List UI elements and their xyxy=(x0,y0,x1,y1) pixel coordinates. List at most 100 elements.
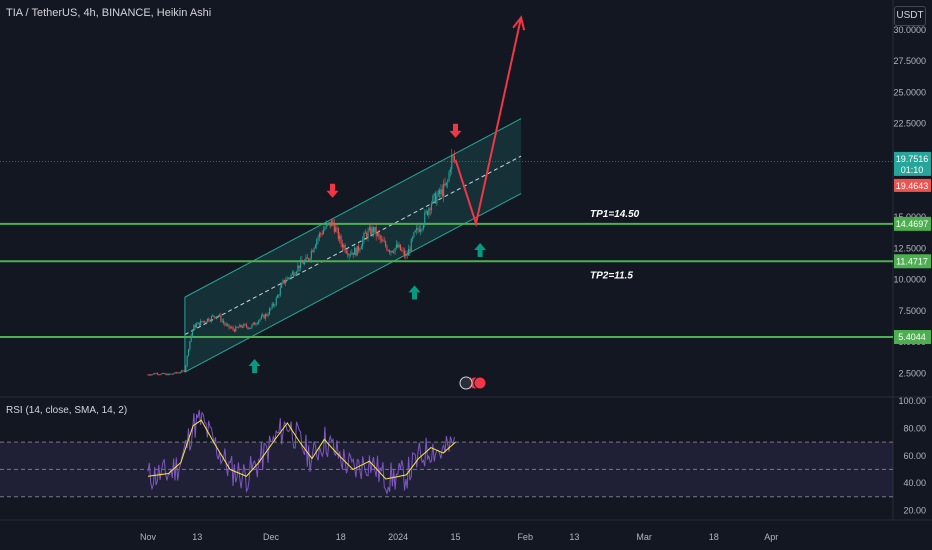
candle-body xyxy=(241,326,244,328)
candle-body xyxy=(229,327,231,329)
candle-body xyxy=(372,227,374,233)
candle-body xyxy=(405,254,407,257)
price-tick-label: 2.5000 xyxy=(898,368,926,378)
candle-body xyxy=(440,189,442,195)
candle-body xyxy=(308,258,310,261)
price-tick-label: 25.0000 xyxy=(893,87,926,97)
price-tick-label: 12.5000 xyxy=(893,243,926,253)
candle-body xyxy=(324,228,326,230)
candle-body xyxy=(239,324,241,328)
candle-body xyxy=(417,227,419,230)
candle-body xyxy=(236,326,238,328)
candle-body xyxy=(314,245,316,249)
candle-body xyxy=(186,355,188,366)
time-tick-label: 13 xyxy=(569,532,579,542)
candle-body xyxy=(274,304,276,306)
time-tick-label: Apr xyxy=(764,532,778,542)
candle-body xyxy=(345,251,347,254)
candle-body xyxy=(273,303,275,306)
candle-body xyxy=(437,190,439,196)
candle-body xyxy=(375,227,377,236)
candle-body xyxy=(263,314,265,319)
candle-body xyxy=(251,324,253,328)
candle-body xyxy=(412,237,414,239)
candle-body xyxy=(351,252,353,255)
candle-body xyxy=(340,235,342,244)
candle-body xyxy=(204,321,206,323)
level-price-label: 14.4697 xyxy=(896,219,929,229)
candle-body xyxy=(358,246,360,251)
price-tick-label: 30.0000 xyxy=(893,25,926,35)
candle-body xyxy=(154,373,156,375)
up-arrow-icon xyxy=(248,359,261,374)
candle-body xyxy=(232,327,234,330)
candle-body xyxy=(441,189,443,197)
candle-body xyxy=(387,250,389,252)
countdown-label: 01:10 xyxy=(901,165,924,175)
candle-body xyxy=(198,322,200,326)
candle-body xyxy=(406,254,408,256)
candle-body xyxy=(193,324,195,330)
candle-body xyxy=(403,250,406,257)
candle-body xyxy=(290,274,292,278)
candle-body xyxy=(327,223,329,225)
candle-body xyxy=(390,250,392,253)
candle-body xyxy=(200,320,202,326)
time-tick-label: Feb xyxy=(517,532,533,542)
candle-body xyxy=(428,208,430,216)
candle-body xyxy=(267,314,269,316)
candle-body xyxy=(362,239,364,247)
candle-body xyxy=(256,323,258,325)
candle-body xyxy=(402,250,404,252)
candle-body xyxy=(275,297,277,305)
candle-body xyxy=(279,287,281,296)
candle-body xyxy=(420,229,422,232)
candle-body xyxy=(398,244,400,248)
time-tick-label: 18 xyxy=(709,532,719,542)
candle-body xyxy=(202,321,204,323)
candle-body xyxy=(217,315,219,317)
candle-body xyxy=(433,193,435,196)
level-price-label: 5.4044 xyxy=(898,332,926,342)
candle-body xyxy=(228,324,230,328)
candle-body xyxy=(355,247,357,256)
candle-body xyxy=(310,250,312,259)
candle-body xyxy=(383,241,385,243)
level-price-tag xyxy=(894,330,931,345)
rsi-tick-label: 80.00 xyxy=(903,423,926,433)
candle-body xyxy=(291,272,293,275)
candle-body xyxy=(252,322,254,325)
candle-body xyxy=(343,245,345,248)
candle-body xyxy=(332,220,334,224)
candle-body xyxy=(421,228,423,230)
candle-body xyxy=(278,295,280,297)
candle-body xyxy=(147,374,149,376)
candle-body xyxy=(347,253,349,256)
candle-body xyxy=(258,320,260,324)
candle-body xyxy=(221,320,223,322)
candle-body xyxy=(223,320,225,323)
down-arrow-icon xyxy=(449,123,462,138)
candle-body xyxy=(397,244,399,248)
candle-body xyxy=(436,195,438,204)
candle-body xyxy=(443,183,445,197)
candle-body xyxy=(360,246,362,249)
candle-body xyxy=(247,326,249,329)
candle-body xyxy=(333,223,335,232)
candle-body xyxy=(356,246,358,256)
last-price-label: 19.7516 xyxy=(896,154,929,164)
candle-body xyxy=(216,316,218,318)
candle-body xyxy=(414,230,416,232)
currency-button[interactable]: USDT xyxy=(894,6,926,26)
candle-body xyxy=(336,227,338,229)
rsi-sma-line xyxy=(147,419,456,480)
candle-body xyxy=(393,251,395,253)
candle-body xyxy=(293,272,295,276)
candle-body xyxy=(416,227,418,231)
time-tick-label: 15 xyxy=(450,532,460,542)
candle-body xyxy=(379,235,381,240)
candle-body xyxy=(451,154,453,170)
candle-body xyxy=(181,370,183,373)
candle-body xyxy=(167,373,169,376)
